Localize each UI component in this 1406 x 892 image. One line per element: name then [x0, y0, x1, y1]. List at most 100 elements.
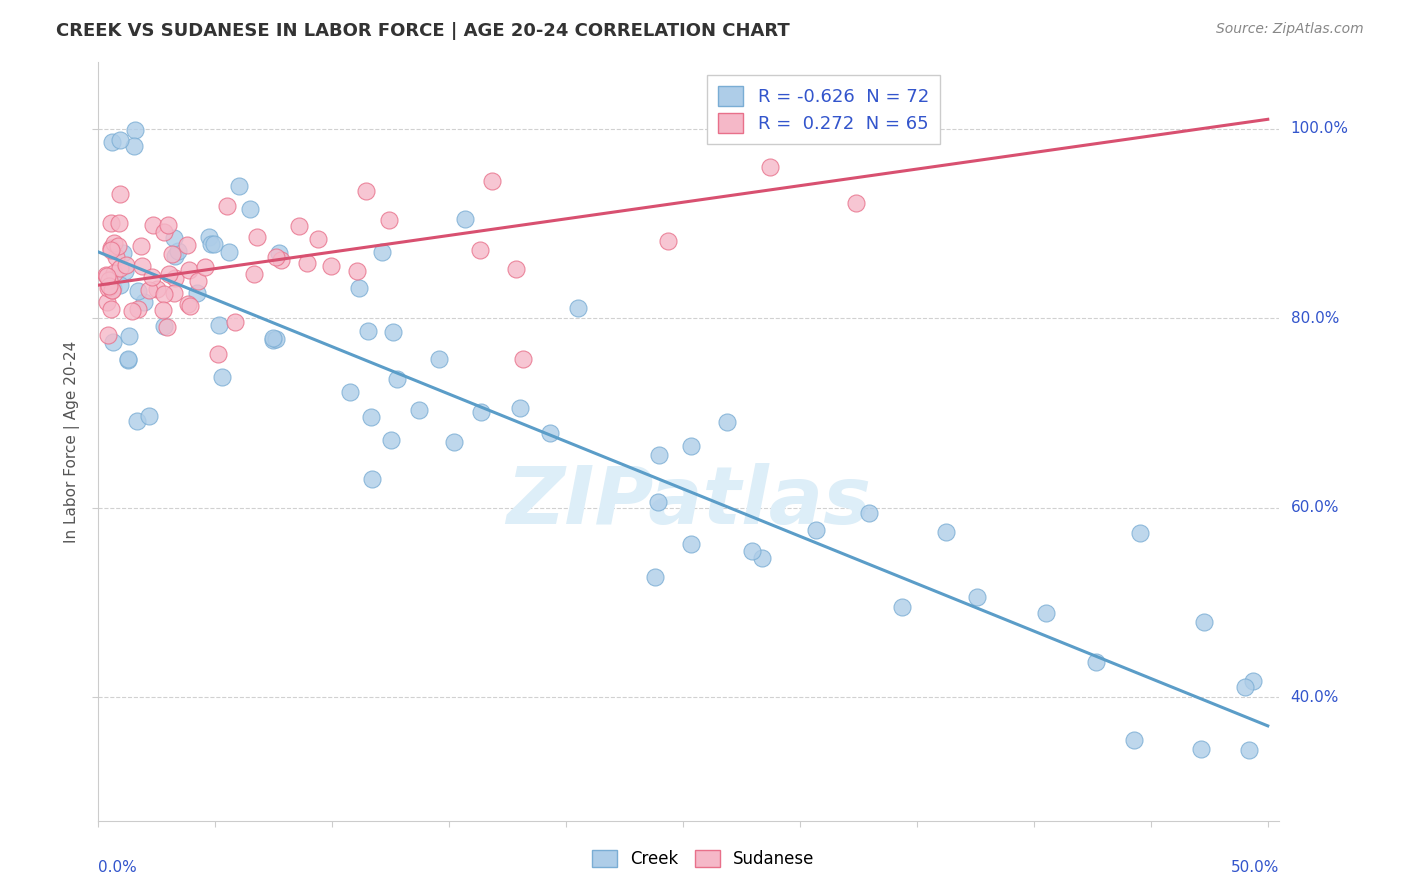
Point: [427, 351, 450, 366]
Point: [381, 325, 404, 339]
Point: [163, 270, 186, 285]
Point: [110, 133, 132, 147]
Point: [262, 331, 284, 345]
Point: [208, 318, 231, 332]
Point: [1189, 741, 1212, 756]
Point: [319, 259, 342, 273]
Point: [112, 246, 135, 260]
Point: [509, 401, 531, 415]
Point: [117, 353, 139, 368]
Point: [114, 264, 136, 278]
Point: [804, 523, 827, 537]
Point: [138, 284, 160, 298]
Point: [267, 246, 290, 260]
Text: 40.0%: 40.0%: [1291, 690, 1339, 705]
Point: [270, 252, 292, 267]
Point: [647, 495, 669, 509]
Point: [97, 279, 120, 293]
Point: [138, 409, 160, 423]
Point: [356, 184, 378, 198]
Point: [96, 294, 118, 309]
Point: [177, 297, 200, 311]
Text: 100.0%: 100.0%: [1291, 121, 1348, 136]
Point: [152, 225, 174, 239]
Point: [361, 472, 384, 486]
Point: [110, 187, 132, 202]
Point: [716, 415, 738, 429]
Point: [100, 283, 122, 297]
Point: [100, 215, 122, 229]
Point: [679, 439, 702, 453]
Point: [371, 245, 394, 260]
Point: [211, 369, 233, 384]
Point: [166, 244, 188, 258]
Point: [101, 135, 124, 149]
Point: [1035, 606, 1057, 620]
Point: [759, 161, 782, 175]
Point: [121, 304, 143, 318]
Text: 80.0%: 80.0%: [1291, 310, 1339, 326]
Point: [160, 246, 183, 260]
Point: [224, 316, 246, 330]
Point: [96, 268, 118, 283]
Point: [200, 236, 222, 251]
Text: 0.0%: 0.0%: [98, 860, 138, 874]
Point: [100, 301, 122, 316]
Point: [644, 570, 666, 584]
Point: [101, 283, 124, 297]
Point: [103, 266, 125, 280]
Point: [1129, 526, 1152, 541]
Point: [117, 351, 139, 366]
Point: [110, 260, 132, 275]
Point: [176, 237, 198, 252]
Point: [97, 273, 120, 287]
Point: [197, 230, 219, 244]
Point: [264, 250, 287, 264]
Point: [295, 256, 318, 270]
Point: [101, 280, 124, 294]
Point: [127, 301, 149, 316]
Point: [207, 347, 229, 361]
Point: [454, 211, 477, 226]
Point: [127, 414, 149, 428]
Point: [100, 241, 122, 255]
Point: [408, 402, 430, 417]
Point: [215, 199, 238, 213]
Point: [1192, 615, 1215, 630]
Point: [538, 425, 561, 440]
Text: Source: ZipAtlas.com: Source: ZipAtlas.com: [1216, 22, 1364, 37]
Point: [966, 591, 988, 605]
Text: CREEK VS SUDANESE IN LABOR FORCE | AGE 20-24 CORRELATION CHART: CREEK VS SUDANESE IN LABOR FORCE | AGE 2…: [56, 22, 790, 40]
Point: [156, 218, 179, 232]
Text: ZIPatlas: ZIPatlas: [506, 463, 872, 541]
Point: [648, 448, 671, 462]
Point: [115, 259, 138, 273]
Point: [218, 245, 240, 260]
Point: [127, 284, 149, 298]
Point: [339, 384, 361, 399]
Point: [163, 231, 186, 245]
Point: [443, 434, 465, 449]
Point: [1085, 656, 1108, 670]
Point: [107, 239, 129, 253]
Point: [153, 286, 176, 301]
Point: [239, 202, 262, 216]
Text: 50.0%: 50.0%: [1232, 860, 1279, 874]
Point: [186, 274, 208, 288]
Point: [156, 320, 179, 334]
Point: [935, 525, 957, 540]
Point: [262, 333, 284, 347]
Point: [845, 195, 868, 210]
Point: [100, 243, 122, 257]
Point: [118, 329, 141, 343]
Point: [129, 238, 152, 252]
Point: [163, 286, 186, 301]
Point: [177, 263, 200, 277]
Point: [891, 599, 914, 614]
Point: [122, 138, 145, 153]
Point: [179, 299, 201, 313]
Point: [751, 550, 773, 565]
Point: [378, 212, 401, 227]
Point: [741, 544, 763, 558]
Point: [97, 328, 120, 343]
